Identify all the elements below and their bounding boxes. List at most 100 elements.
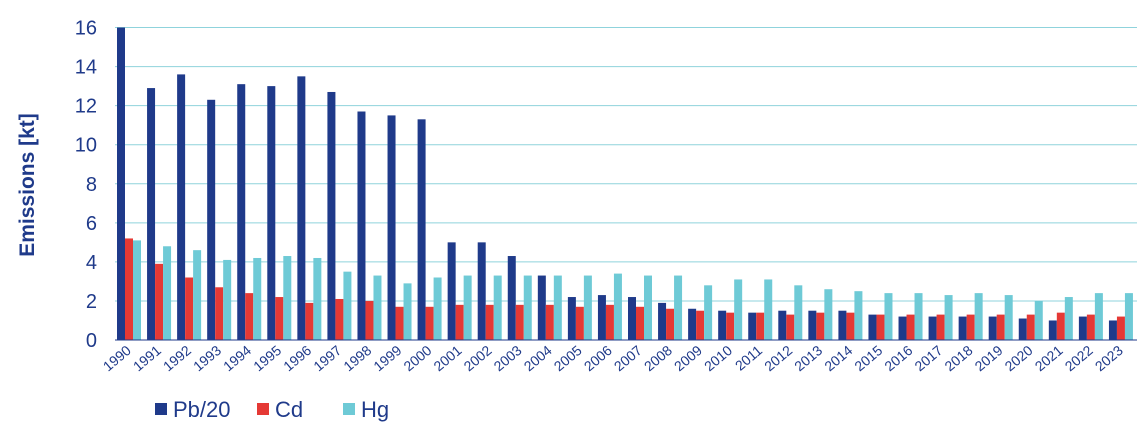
bar-pb20-2003: [507, 256, 516, 340]
y-tick-label: 2: [86, 291, 97, 313]
x-tick-label: 2015: [851, 342, 885, 374]
y-tick-label: 8: [86, 174, 97, 196]
bar-pb20-2004: [537, 275, 546, 340]
bar-cd-2018: [966, 314, 975, 340]
x-tick-label: 1993: [190, 342, 224, 374]
bar-cd-2009: [696, 310, 705, 340]
bar-hg-2004: [553, 275, 562, 340]
legend-swatch: [155, 403, 167, 415]
bar-pb20-2006: [597, 295, 606, 340]
bar-pb20-2010: [718, 310, 727, 340]
bar-hg-1990: [133, 240, 141, 340]
bar-pb20-1995: [267, 86, 276, 340]
bar-pb20-1997: [327, 91, 336, 340]
legend-swatch: [343, 403, 355, 415]
x-tick-label: 2006: [581, 342, 615, 374]
bar-pb20-1990: [117, 27, 125, 340]
y-tick-label: 6: [86, 213, 97, 235]
bar-hg-2019: [1004, 295, 1013, 340]
legend-swatch: [257, 403, 269, 415]
bar-cd-2005: [575, 306, 584, 340]
x-tick-label: 2023: [1092, 342, 1126, 374]
y-tick-label: 14: [75, 57, 97, 79]
bar-cd-2002: [485, 304, 494, 340]
bar-cd-2000: [425, 306, 434, 340]
bar-cd-1997: [335, 298, 344, 340]
bar-cd-2022: [1086, 314, 1095, 340]
legend-item-cd: Cd: [257, 397, 303, 422]
x-tick-label: 2012: [761, 342, 795, 374]
bar-pb20-2016: [898, 316, 907, 340]
y-tick-label: 0: [86, 330, 97, 352]
bar-hg-1998: [373, 275, 382, 340]
bar-pb20-2022: [1078, 316, 1087, 340]
bar-cd-1992: [185, 277, 194, 340]
bar-hg-2002: [493, 275, 502, 340]
bar-pb20-1996: [297, 76, 306, 341]
y-tick-label: 12: [75, 96, 97, 118]
bar-hg-2023: [1124, 293, 1133, 340]
x-tick-label: 1995: [250, 342, 284, 374]
x-tick-label: 1999: [370, 342, 404, 374]
bar-pb20-1994: [237, 84, 246, 340]
x-tick-label: 2004: [521, 342, 555, 374]
bar-pb20-2015: [868, 314, 877, 340]
bar-pb20-2021: [1048, 320, 1057, 340]
bar-cd-2006: [605, 304, 614, 340]
legend-label: Pb/20: [173, 397, 231, 422]
bar-pb20-2002: [477, 242, 486, 340]
legend-label: Cd: [275, 397, 303, 422]
bar-hg-1994: [253, 257, 262, 340]
bar-pb20-2008: [658, 302, 667, 340]
bar-hg-1991: [163, 246, 172, 340]
bar-hg-1995: [283, 256, 292, 340]
bar-hg-2003: [523, 275, 532, 340]
bar-hg-2017: [944, 295, 953, 340]
bar-hg-2010: [734, 279, 743, 340]
x-tick-label: 1992: [160, 342, 194, 374]
legend-item-hg: Hg: [343, 397, 389, 422]
bar-pb20-2011: [748, 312, 757, 340]
bar-cd-2019: [996, 314, 1005, 340]
x-tick-label: 2017: [911, 342, 945, 374]
x-tick-label: 1998: [340, 342, 374, 374]
bar-pb20-1999: [387, 115, 396, 340]
bar-pb20-2017: [928, 316, 937, 340]
bar-cd-2013: [816, 312, 825, 340]
bar-hg-1999: [403, 283, 412, 340]
x-tick-label: 2001: [430, 342, 464, 374]
x-tick-label: 2020: [1002, 342, 1036, 374]
bar-cd-1990: [125, 238, 133, 340]
bar-cd-1994: [245, 293, 254, 340]
x-tick-label: 2011: [732, 342, 766, 374]
bar-hg-2021: [1064, 297, 1073, 340]
bar-pb20-1992: [177, 74, 186, 341]
x-tick-label: 2009: [671, 342, 705, 374]
bar-cd-2012: [786, 314, 795, 340]
legend-item-pb20: Pb/20: [155, 397, 231, 422]
x-tick-label: 1991: [130, 342, 164, 374]
x-tick-label: 2021: [1032, 342, 1066, 374]
bar-pb20-2000: [417, 119, 426, 340]
x-tick-label: 1990: [100, 342, 134, 374]
x-tick-label: 2019: [972, 342, 1006, 374]
bar-hg-1996: [313, 257, 322, 340]
bar-pb20-2023: [1108, 320, 1117, 340]
bar-cd-2011: [756, 312, 765, 340]
bar-hg-2009: [704, 285, 713, 340]
x-tick-label: 2002: [461, 342, 495, 374]
bar-pb20-2012: [778, 310, 787, 340]
bar-cd-2007: [636, 306, 644, 340]
bar-hg-1992: [193, 250, 202, 340]
bar-hg-2000: [433, 277, 442, 340]
bar-cd-2017: [936, 314, 945, 340]
bar-pb20-2018: [958, 316, 967, 340]
x-tick-label: 2016: [881, 342, 915, 374]
y-tick-label: 10: [75, 135, 97, 157]
bar-cd-2003: [515, 304, 524, 340]
bar-cd-2023: [1116, 316, 1125, 340]
bar-cd-2021: [1056, 312, 1065, 340]
x-tick-label: 2018: [941, 342, 975, 374]
bar-hg-2011: [764, 279, 773, 340]
